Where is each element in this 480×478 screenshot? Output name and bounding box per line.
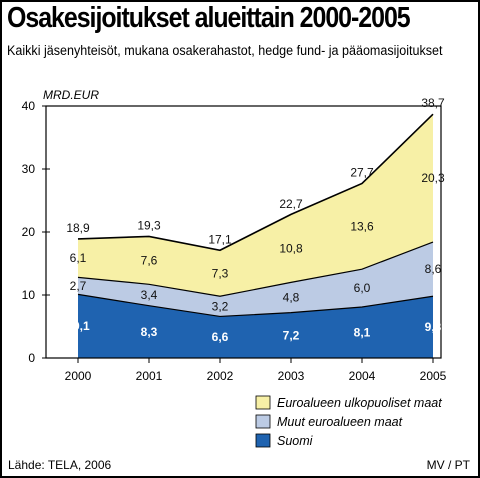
data-label: 7,2 bbox=[283, 328, 300, 342]
data-label: 20,3 bbox=[421, 171, 445, 185]
credit-note: MV / PT bbox=[426, 458, 470, 472]
data-labels: 10,1 8,3 6,6 7,2 8,1 9,8 2,7 3,4 3,2 4,8 6,0 8,6 6,1… bbox=[66, 96, 445, 344]
x-tick-label: 2001 bbox=[136, 369, 163, 383]
axes: 0 10 20 30 40 2000 2001 2002 2003 2004 2005 bbox=[22, 99, 447, 383]
data-label: 6,6 bbox=[212, 330, 229, 344]
series-line-1 bbox=[77, 293, 434, 318]
series-line-2 bbox=[77, 241, 434, 297]
legend-label: Suomi bbox=[277, 434, 314, 448]
data-label: 7,6 bbox=[141, 253, 158, 267]
area-suomi bbox=[78, 294, 433, 358]
y-tick-label: 40 bbox=[22, 99, 36, 113]
source-note: Lähde: TELA, 2006 bbox=[8, 458, 112, 472]
y-tick-label: 10 bbox=[22, 288, 36, 302]
y-tick-label: 30 bbox=[22, 162, 36, 176]
y-axis-unit-label: MRD.EUR bbox=[43, 88, 99, 102]
data-label: 3,2 bbox=[212, 299, 229, 313]
legend-swatch bbox=[255, 395, 271, 410]
legend-label: Muut euroalueen maat bbox=[277, 415, 403, 429]
data-label: 13,6 bbox=[350, 219, 374, 233]
legend-swatch bbox=[255, 414, 271, 429]
x-tick-label: 2005 bbox=[420, 369, 447, 383]
area-euroalueen-ulkopuoliset-maat bbox=[78, 114, 433, 297]
area-muut-euroalueen-maat bbox=[78, 242, 433, 317]
total-label: 27,7 bbox=[350, 165, 374, 179]
chart-title: Osakesijoitukset alueittain 2000-2005 bbox=[7, 2, 411, 34]
total-label: 17,1 bbox=[208, 232, 232, 246]
data-label: 8,1 bbox=[354, 325, 371, 339]
legend: Euroalueen ulkopuoliset maat Muut euroalu… bbox=[255, 395, 442, 448]
data-label: 9,8 bbox=[425, 320, 442, 334]
x-tick-label: 2004 bbox=[349, 369, 376, 383]
data-label: 3,4 bbox=[141, 288, 158, 302]
total-label: 38,7 bbox=[421, 96, 445, 110]
data-label: 4,8 bbox=[283, 291, 300, 305]
data-label: 6,0 bbox=[354, 281, 371, 295]
y-tick-label: 0 bbox=[28, 351, 35, 365]
total-label: 18,9 bbox=[66, 221, 90, 235]
total-label: 19,3 bbox=[137, 218, 161, 232]
x-tick-label: 2002 bbox=[207, 369, 234, 383]
x-tick-label: 2003 bbox=[278, 369, 305, 383]
data-label: 6,1 bbox=[70, 251, 87, 265]
area-layers bbox=[77, 113, 434, 358]
total-label: 22,7 bbox=[279, 197, 303, 211]
legend-label: Euroalueen ulkopuoliset maat bbox=[277, 396, 442, 410]
data-label: 8,3 bbox=[141, 325, 158, 339]
data-label: 10,1 bbox=[66, 319, 90, 333]
series-line-3 bbox=[77, 113, 434, 252]
data-label: 8,6 bbox=[425, 262, 442, 276]
chart-subtitle: Kaikki jäsenyhteisöt, mukana osakerahast… bbox=[7, 43, 443, 58]
legend-swatch bbox=[255, 433, 271, 448]
data-label: 10,8 bbox=[279, 241, 303, 255]
data-label: 7,3 bbox=[212, 266, 229, 280]
x-tick-label: 2000 bbox=[65, 369, 92, 383]
y-tick-label: 20 bbox=[22, 225, 36, 239]
data-label: 2,7 bbox=[70, 279, 87, 293]
